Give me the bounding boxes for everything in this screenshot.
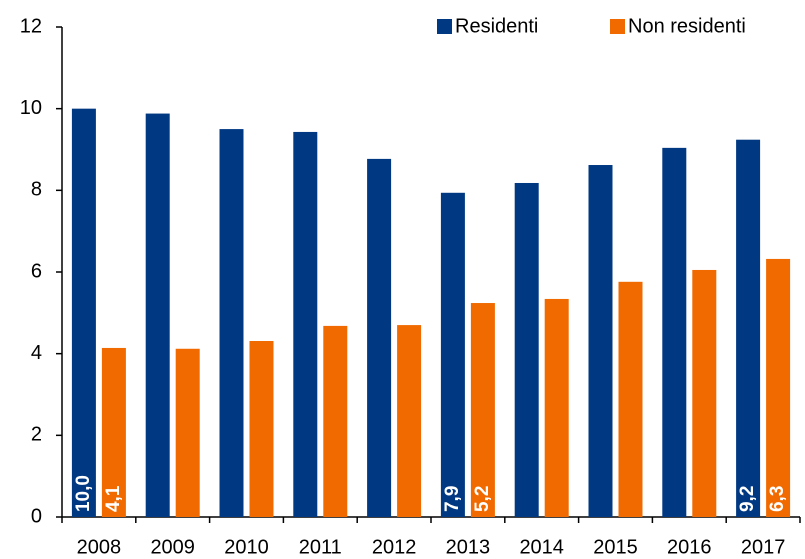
value-label: 5,2 [472, 486, 493, 512]
bar [766, 258, 791, 517]
legend-swatch [437, 19, 452, 34]
value-label: 10,0 [73, 475, 94, 512]
x-tick-label: 2008 [77, 536, 122, 558]
x-tick-label: 2012 [372, 536, 417, 558]
x-tick-label: 2014 [519, 536, 564, 558]
y-tick-label: 8 [31, 179, 42, 201]
y-tick-label: 10 [20, 97, 42, 119]
x-tick-label: 2017 [741, 536, 786, 558]
bar [544, 298, 569, 517]
bar [470, 303, 495, 517]
bar [692, 269, 717, 517]
y-tick-label: 4 [31, 342, 42, 364]
legend-swatch [610, 19, 625, 34]
legend-label: Non residenti [628, 15, 746, 37]
value-label: 6,3 [767, 486, 788, 512]
value-label: 9,2 [737, 486, 758, 512]
y-tick-label: 12 [20, 15, 42, 37]
bar [145, 113, 170, 518]
bar [514, 182, 539, 517]
y-tick-label: 0 [31, 505, 42, 527]
bar [367, 158, 392, 517]
value-label: 4,1 [103, 485, 124, 512]
value-label: 7,9 [442, 486, 463, 512]
bar [323, 325, 348, 517]
bar [175, 348, 200, 517]
bar [101, 347, 126, 517]
bar [440, 192, 465, 518]
x-tick-label: 2009 [150, 536, 195, 558]
bar [618, 281, 643, 517]
x-tick-label: 2010 [224, 536, 269, 558]
bar [736, 139, 761, 517]
bar [662, 147, 687, 517]
x-tick-label: 2016 [667, 536, 712, 558]
bar [397, 325, 422, 517]
bar [219, 129, 244, 518]
bar [293, 131, 318, 518]
x-tick-label: 2015 [593, 536, 638, 558]
bar [71, 108, 96, 518]
bar [249, 341, 274, 517]
y-tick-label: 2 [31, 424, 42, 446]
x-tick-label: 2011 [299, 536, 342, 558]
y-tick-label: 6 [31, 260, 42, 282]
x-tick-label: 2013 [446, 536, 491, 558]
bar [588, 165, 613, 517]
legend-label: Residenti [455, 15, 538, 37]
